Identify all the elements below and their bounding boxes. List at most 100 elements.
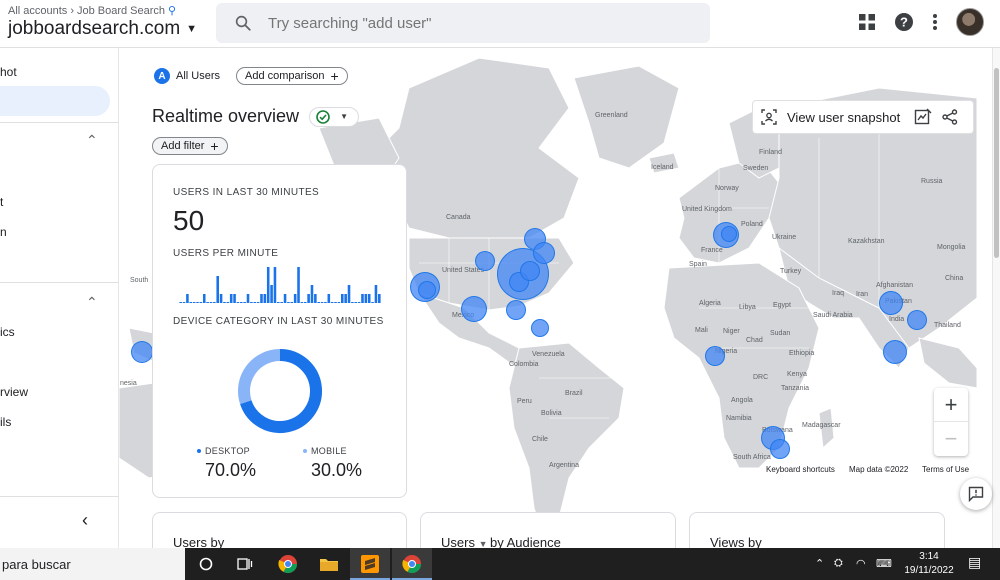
users-by-audience-card[interactable]: Users ▼ by Audience [420,512,676,552]
users-per-minute-bar[interactable] [189,302,193,303]
apps-grid-icon[interactable] [858,13,876,31]
wifi-icon[interactable]: ◠ [856,558,866,570]
page-scrollbar[interactable] [992,48,1000,548]
users-per-minute-bar[interactable] [317,302,320,303]
user-location-bubble[interactable] [879,291,903,315]
user-location-bubble[interactable] [531,319,549,337]
users-per-minute-bar[interactable] [213,302,216,303]
avatar[interactable] [956,8,984,36]
user-location-bubble[interactable] [131,341,153,363]
users-per-minute-bar[interactable] [378,294,381,303]
users-per-minute-bar[interactable] [351,302,354,303]
users-per-minute-bar[interactable] [293,294,297,303]
users-per-minute-bar[interactable] [233,294,236,303]
add-filter-button[interactable]: Add filter + [152,137,228,155]
tray-chevron-up-icon[interactable]: ⌃ [815,558,825,570]
users-per-minute-bar[interactable] [196,302,199,303]
user-location-bubble[interactable] [907,310,927,330]
users-per-minute-bar[interactable] [206,302,209,303]
user-location-bubble[interactable] [533,242,555,264]
collapse-sidebar-icon[interactable]: ‹ [82,510,88,530]
users-per-minute-bar[interactable] [186,294,189,303]
donut-slice-desktop[interactable] [240,349,322,433]
users-per-minute-bar[interactable] [243,302,246,303]
sidebar-item-overview[interactable]: rview [0,385,29,399]
users-per-minute-bar[interactable] [182,302,186,303]
status-dropdown[interactable]: ▼ [309,106,359,127]
map-keyboard-shortcuts-link[interactable]: Keyboard shortcuts [766,465,835,474]
users-per-minute-bar[interactable] [236,302,240,303]
help-icon[interactable]: ? [894,12,914,32]
users-per-minute-bar[interactable] [219,294,223,303]
users-per-minute-bar[interactable] [314,294,317,303]
users-per-minute-bar[interactable] [192,302,196,303]
chrome-icon[interactable] [275,552,301,576]
customize-report-icon[interactable] [914,108,932,126]
users-per-minute-bar[interactable] [327,294,331,303]
users-per-minute-bar[interactable] [290,302,294,303]
users-per-minute-bar[interactable] [320,302,324,303]
users-by-card[interactable]: Users by [152,512,407,552]
taskbar-clock[interactable]: 3:14 19/11/2022 [893,550,965,578]
breadcrumb[interactable]: All accounts › Job Board Search ⚲ [8,4,176,18]
users-per-minute-bar[interactable] [246,294,250,303]
user-location-bubble[interactable] [721,226,737,242]
users-per-minute-bar[interactable] [341,294,344,303]
zoom-out-button[interactable]: − [944,426,958,451]
account-switcher[interactable]: jobboardsearch.com ▼ [8,18,197,40]
sublime-text-icon[interactable] [357,552,383,576]
users-per-minute-bar[interactable] [367,294,371,303]
users-per-minute-bar[interactable] [324,302,327,303]
task-view-icon[interactable] [193,552,219,576]
users-per-minute-bar[interactable] [209,302,213,303]
users-per-minute-bar[interactable] [303,302,307,303]
tray-app-icon[interactable]: ⛭ [834,557,843,569]
chevron-up-icon[interactable]: ⌃ [86,132,98,148]
users-per-minute-bar[interactable] [334,302,337,303]
segment-chip-all-users[interactable]: A All Users [152,66,229,86]
users-per-minute-bar[interactable] [240,302,243,303]
breadcrumb-all-accounts[interactable]: All accounts [8,4,68,17]
sidebar-item-realtime-active[interactable] [0,86,110,116]
sidebar-item-demographics[interactable]: ics [0,325,15,339]
users-per-minute-bar[interactable] [357,302,361,303]
users-per-minute-bar[interactable] [287,302,290,303]
users-per-minute-bar[interactable] [253,302,257,303]
users-per-minute-bar[interactable] [371,302,374,303]
add-comparison-button[interactable]: Add comparison + [236,67,348,85]
zoom-in-button[interactable]: + [934,388,968,422]
users-per-minute-bar[interactable] [216,276,219,303]
share-icon[interactable] [942,109,958,125]
users-per-minute-bar[interactable] [364,294,368,303]
sidebar-item-acquisition[interactable]: t [0,195,4,209]
feedback-button[interactable] [960,478,992,510]
users-per-minute-bar[interactable] [300,302,304,303]
users-per-minute-bar[interactable] [223,302,226,303]
users-per-minute-bar[interactable] [226,302,230,303]
users-per-minute-bar[interactable] [270,285,273,303]
users-per-minute-bar[interactable] [263,294,267,303]
users-per-minute-bar[interactable] [250,302,253,303]
views-by-card[interactable]: Views by [689,512,945,552]
users-per-minute-bar[interactable] [297,267,300,303]
device-category-donut[interactable] [230,341,330,441]
users-per-minute-bar[interactable] [199,302,203,303]
notifications-icon[interactable]: ▤ [968,554,982,570]
users-per-minute-bar[interactable] [307,294,310,303]
users-per-minute-chart[interactable] [179,265,381,305]
users-per-minute-bar[interactable] [361,294,364,303]
scrollbar-thumb[interactable] [994,68,999,258]
user-location-bubble[interactable] [461,296,487,322]
users-per-minute-bar[interactable] [266,267,270,303]
search-input[interactable] [268,14,668,32]
keyboard-icon[interactable]: ⌨ [876,558,892,570]
users-per-minute-bar[interactable] [280,302,283,303]
user-location-bubble[interactable] [506,300,526,320]
donut-slice-mobile[interactable] [238,349,281,404]
users-per-minute-bar[interactable] [277,302,280,303]
file-explorer-icon[interactable] [316,552,342,576]
more-vert-icon[interactable] [932,13,938,31]
breadcrumb-property[interactable]: Job Board Search [76,4,166,17]
users-per-minute-bar[interactable] [273,267,277,303]
users-per-minute-bar[interactable] [229,294,233,303]
